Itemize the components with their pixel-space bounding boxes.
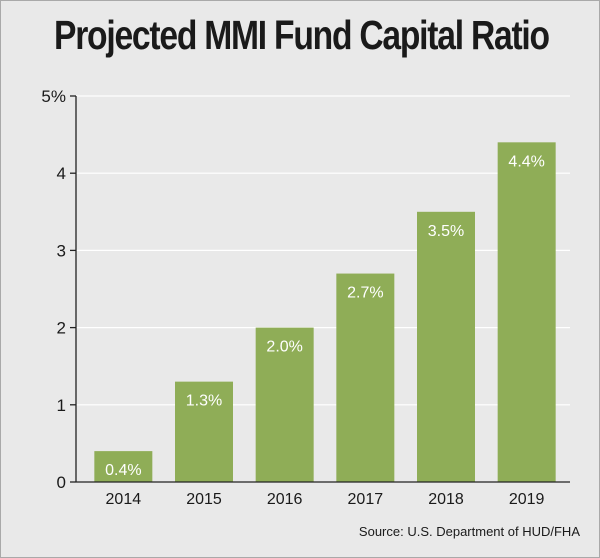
grid-lines bbox=[76, 95, 570, 406]
y-tick-label: 4 bbox=[57, 164, 66, 183]
x-tick-label: 2014 bbox=[106, 491, 142, 508]
data-label: 2.0% bbox=[266, 339, 302, 356]
x-tick-label: 2019 bbox=[509, 491, 545, 508]
y-tick-label: 5% bbox=[41, 87, 66, 106]
y-tick-label: 3 bbox=[57, 241, 66, 260]
bar bbox=[94, 451, 153, 482]
y-tick-label: 0 bbox=[57, 473, 66, 492]
y-tick-label: 2 bbox=[57, 319, 66, 338]
x-tick-label: 2017 bbox=[348, 491, 384, 508]
bar bbox=[497, 142, 556, 482]
data-label: 2.7% bbox=[347, 285, 383, 302]
bar bbox=[417, 211, 475, 483]
data-label: 4.4% bbox=[508, 153, 544, 170]
bar-series bbox=[94, 142, 556, 483]
x-tick-label: 2016 bbox=[267, 491, 303, 508]
data-label: 1.3% bbox=[186, 393, 222, 410]
bar bbox=[255, 327, 314, 482]
data-label: 0.4% bbox=[105, 462, 141, 479]
bar bbox=[336, 273, 395, 482]
axes bbox=[70, 95, 570, 483]
x-tick-label: 2018 bbox=[428, 491, 464, 508]
data-label: 3.5% bbox=[428, 223, 464, 240]
chart-source: Source: U.S. Department of HUD/FHA bbox=[358, 524, 580, 539]
bar bbox=[175, 381, 233, 482]
y-tick-label: 1 bbox=[57, 396, 66, 415]
x-tick-label: 2015 bbox=[186, 491, 222, 508]
tick-labels: 0 1 2 3 4 5% 0.4% 2014 1.3% 2015 2.0% 2016 2.7% 2017 3… bbox=[41, 87, 544, 508]
chart-title: Projected MMI Fund Capital Ratio bbox=[54, 12, 550, 58]
